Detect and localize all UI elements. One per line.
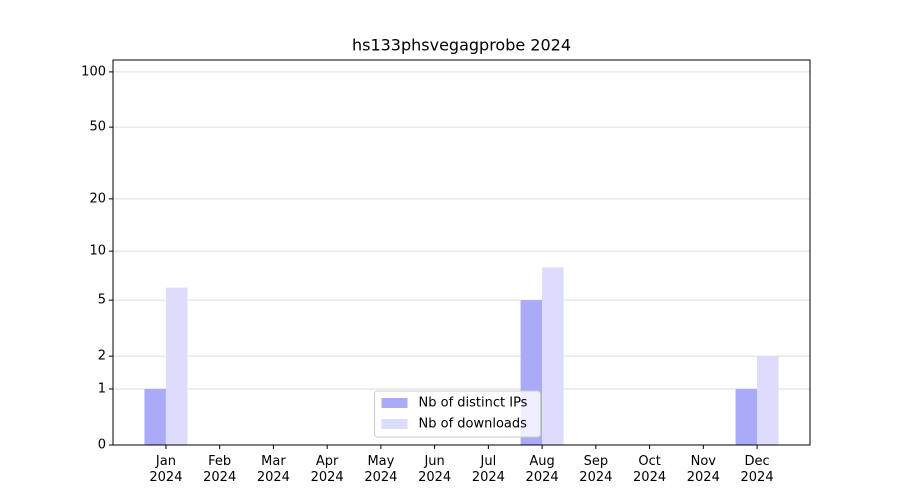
x-tick-label: Dec 2024 — [741, 454, 774, 485]
x-tick-label: Apr 2024 — [311, 454, 344, 485]
y-tick-label: 20 — [89, 191, 106, 206]
legend-label: Nb of downloads — [419, 417, 528, 432]
bar — [735, 388, 758, 445]
x-tick-label: Jun 2024 — [418, 454, 451, 485]
y-tick-label: 10 — [89, 244, 106, 259]
legend: Nb of distinct IPs Nb of downloads — [374, 390, 541, 438]
y-tick-label: 0 — [98, 438, 106, 453]
y-tick-label: 50 — [89, 120, 106, 135]
x-tick-label: Oct 2024 — [633, 454, 666, 485]
legend-label: Nb of distinct IPs — [419, 396, 528, 411]
legend-swatch — [381, 398, 408, 408]
y-tick-label: 1 — [98, 381, 106, 396]
bar — [165, 287, 188, 445]
y-tick-label: 100 — [81, 64, 106, 79]
plot-frame — [112, 59, 811, 446]
x-tick-label: Feb 2024 — [203, 454, 236, 485]
legend-box — [374, 390, 541, 438]
chart-title: hs133phsvegagprobe 2024 — [352, 36, 571, 55]
bar — [144, 388, 166, 445]
x-tick-label: May 2024 — [364, 454, 397, 485]
y-tick-label: 2 — [98, 349, 106, 364]
x-tick-label: Jul 2024 — [472, 454, 505, 485]
x-tick-label: Mar 2024 — [257, 454, 290, 485]
x-tick-label: Sep 2024 — [579, 454, 612, 485]
bar — [542, 267, 564, 445]
x-tick-label: Jan 2024 — [149, 454, 182, 485]
y-tick-label: 5 — [98, 293, 106, 308]
x-tick-label: Nov 2024 — [687, 454, 720, 485]
bar — [757, 356, 779, 445]
legend-swatch — [381, 419, 408, 429]
x-tick-label: Aug 2024 — [526, 454, 559, 485]
